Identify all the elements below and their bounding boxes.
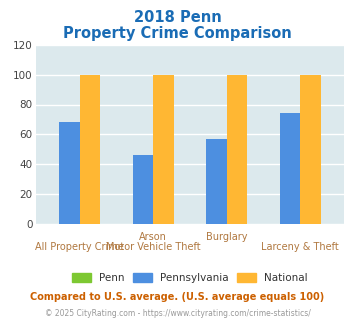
- Bar: [153, 75, 174, 224]
- Bar: [206, 139, 227, 224]
- Text: Compared to U.S. average. (U.S. average equals 100): Compared to U.S. average. (U.S. average …: [31, 292, 324, 302]
- Bar: [227, 75, 247, 224]
- Bar: [300, 75, 321, 224]
- Text: © 2025 CityRating.com - https://www.cityrating.com/crime-statistics/: © 2025 CityRating.com - https://www.city…: [45, 309, 310, 317]
- Bar: [59, 122, 80, 224]
- Text: 2018 Penn: 2018 Penn: [133, 10, 222, 25]
- Bar: [80, 75, 100, 224]
- Text: Motor Vehicle Theft: Motor Vehicle Theft: [106, 242, 201, 252]
- Bar: [132, 155, 153, 224]
- Legend: Penn, Pennsylvania, National: Penn, Pennsylvania, National: [68, 269, 312, 287]
- Text: Burglary: Burglary: [206, 232, 247, 242]
- Bar: [280, 114, 300, 224]
- Text: Larceny & Theft: Larceny & Theft: [261, 242, 339, 252]
- Text: Arson: Arson: [139, 232, 167, 242]
- Text: Property Crime Comparison: Property Crime Comparison: [63, 26, 292, 41]
- Text: All Property Crime: All Property Crime: [35, 242, 124, 252]
